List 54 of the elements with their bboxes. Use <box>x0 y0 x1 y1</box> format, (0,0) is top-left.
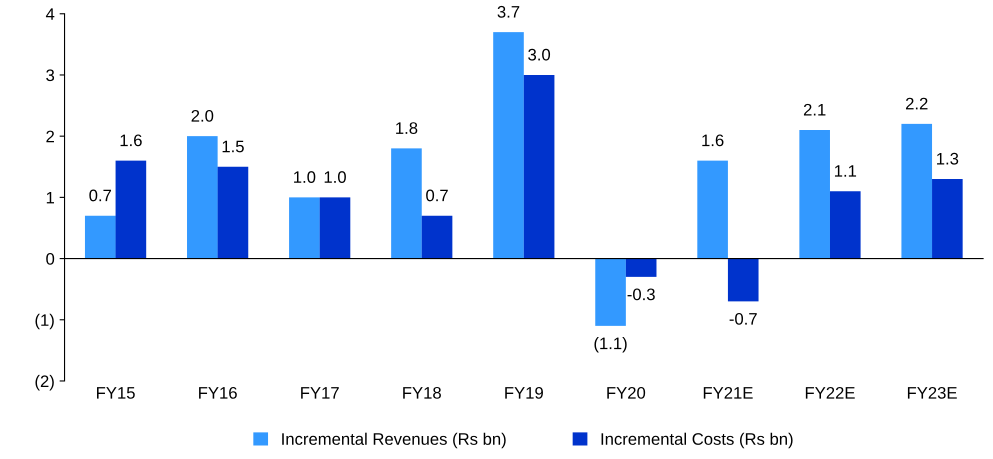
bar <box>391 148 422 259</box>
data-label: 1.1 <box>834 165 856 177</box>
y-tick-label: 2 <box>46 130 54 142</box>
y-tick-label: (2) <box>35 374 54 390</box>
data-label: 0.7 <box>426 190 448 202</box>
bar <box>289 197 320 259</box>
y-tick-label: (1) <box>35 314 54 330</box>
data-label: 1.8 <box>396 122 418 134</box>
x-tick-label: FY22E <box>806 386 855 399</box>
x-tick-label: FY19 <box>505 386 543 399</box>
y-tick-label: 1 <box>46 192 54 204</box>
x-tick-label: FY21E <box>704 386 753 399</box>
y-tick-label: 0 <box>46 252 54 265</box>
data-label: -0.7 <box>730 312 757 325</box>
data-label: -0.3 <box>628 288 655 300</box>
data-label: 1.0 <box>324 171 346 183</box>
bar <box>932 179 963 259</box>
data-label: (1.1) <box>594 337 627 353</box>
data-label: 1.6 <box>702 134 724 146</box>
bar <box>901 124 932 259</box>
x-tick-label: FY23E <box>908 386 957 399</box>
data-label: 1.6 <box>120 134 142 146</box>
bar <box>116 160 146 259</box>
bar <box>697 160 728 259</box>
data-label: 3.7 <box>498 6 520 18</box>
bar <box>626 258 656 277</box>
data-label: 0.7 <box>89 190 112 202</box>
bar <box>84 216 116 259</box>
legend-label: Incremental Costs (Rs bn) <box>602 432 793 448</box>
bar <box>595 258 626 326</box>
data-label: 3.0 <box>528 48 550 61</box>
x-tick-label: FY15 <box>97 387 135 399</box>
data-label: 2.0 <box>192 110 214 122</box>
data-label: 2.2 <box>906 98 928 110</box>
bar <box>493 32 524 259</box>
y-tick-label: 4 <box>46 8 54 20</box>
legend-label: Incremental Revenues (Rs bn) <box>282 432 506 448</box>
bar <box>830 191 861 259</box>
bar <box>524 74 554 259</box>
bar <box>422 216 452 259</box>
bar <box>218 166 248 259</box>
x-tick-label: FY18 <box>403 386 441 399</box>
data-label: 1.0 <box>294 171 316 183</box>
data-label: 1.3 <box>937 152 958 165</box>
bar <box>187 136 218 259</box>
x-tick-label: FY16 <box>199 386 237 399</box>
data-label: 1.5 <box>222 140 244 152</box>
x-tick-label: FY20 <box>607 386 646 399</box>
y-tick-label: 3 <box>46 69 54 82</box>
bar <box>799 130 830 259</box>
data-label: 2.1 <box>804 104 826 116</box>
bar <box>728 258 759 302</box>
bar <box>320 197 350 259</box>
x-tick-label: FY17 <box>301 387 339 399</box>
